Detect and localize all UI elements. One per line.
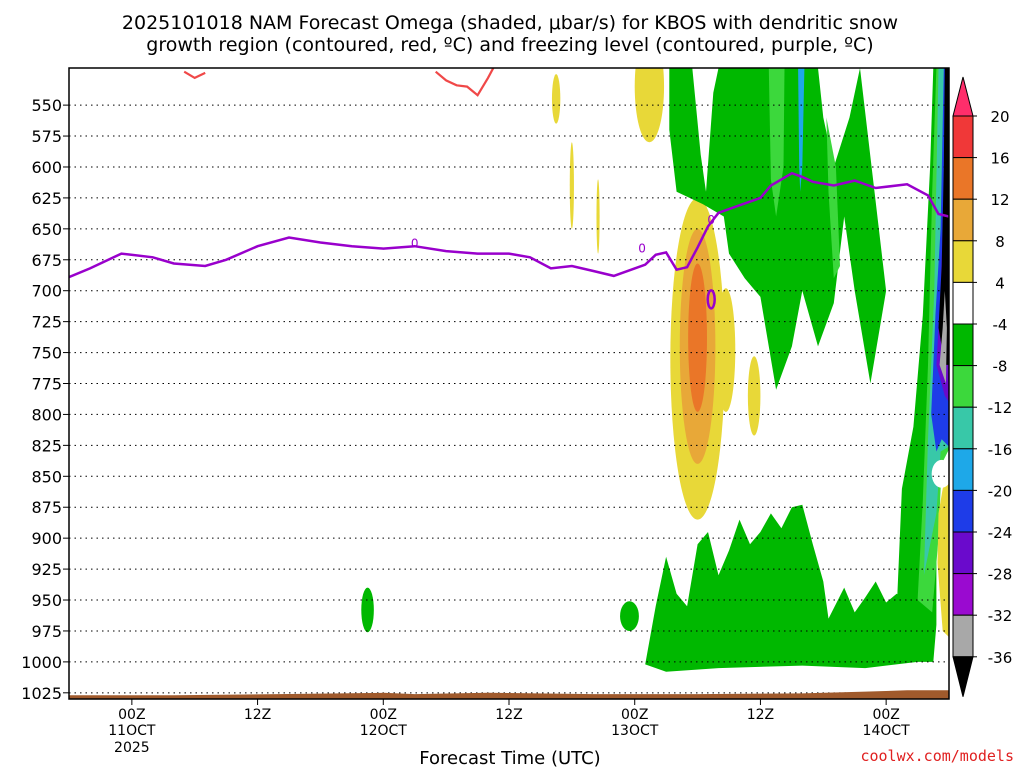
omega-blob-4 <box>634 68 665 143</box>
freezing-level-label: 0 <box>707 213 715 227</box>
dendritic-growth-contour <box>183 70 206 80</box>
ytick-label-900: 900 <box>31 529 62 548</box>
chart-title: 2025101018 NAM Forecast Omega (shaded, μ… <box>122 12 898 56</box>
omega-blob-4 <box>551 74 561 124</box>
colorbar-swatch <box>952 614 974 658</box>
colorbar-swatch <box>952 573 974 616</box>
contour-lines: 0 0 0 <box>69 68 949 310</box>
colorbar-tick-label: 4 <box>995 274 1005 292</box>
ytick-label-1025: 1025 <box>21 684 62 703</box>
colorbar-tick-label: -36 <box>988 649 1013 667</box>
dendritic-growth-contour <box>434 68 495 97</box>
colorbar-swatch <box>952 489 974 533</box>
ground-layer <box>69 690 949 699</box>
colorbar-swatch <box>952 157 974 200</box>
xtick-year-0: 2025 <box>114 740 150 756</box>
x-axis-label: Forecast Time (UTC) <box>419 748 600 768</box>
colorbar-swatch <box>952 198 974 242</box>
ytick-label-925: 925 <box>31 560 62 579</box>
xtick-date-0: 11OCT <box>108 723 156 739</box>
title-line-1: 2025101018 NAM Forecast Omega (shaded, μ… <box>122 12 898 34</box>
colorbar-swatch <box>952 281 974 325</box>
colorbar-tick-label: -32 <box>988 607 1013 625</box>
colorbar-swatch <box>952 448 974 491</box>
xtick-label-6: 00Z <box>872 707 899 723</box>
omega-blob-12 <box>688 263 707 412</box>
credit-link[interactable]: coolwx.com/models <box>860 747 1014 765</box>
ytick-label-800: 800 <box>31 405 62 424</box>
omega-blob-neg4 <box>620 601 639 631</box>
xtick-label-0: 00Z <box>118 707 145 723</box>
xtick-label-5: 12Z <box>747 707 774 723</box>
ytick-label-675: 675 <box>31 251 62 270</box>
ytick-label-625: 625 <box>31 189 62 208</box>
colorbar-tick-label: -12 <box>988 399 1013 417</box>
omega-blob-4 <box>937 470 949 638</box>
freezing-level-contour <box>69 171 949 279</box>
ytick-label-975: 975 <box>31 622 62 641</box>
omega-blob-4 <box>747 356 761 436</box>
colorbar-tick-label: 8 <box>995 233 1005 251</box>
freezing-level-label: 0 <box>411 236 419 250</box>
colorbar-swatch <box>952 531 974 575</box>
ytick-label-575: 575 <box>31 127 62 146</box>
omega-blob-4 <box>569 142 574 229</box>
ytick-label-550: 550 <box>31 96 62 115</box>
omega-blob-neg32 <box>939 290 947 384</box>
xtick-label-3: 12Z <box>495 707 522 723</box>
xtick-label-1: 12Z <box>244 707 271 723</box>
y-axis-pressure: 550 575 600 625 650 675 700 725 750 775 800 825 850 8… <box>21 96 69 703</box>
colorbar-tick-label: -4 <box>993 316 1008 334</box>
ytick-label-825: 825 <box>31 436 62 455</box>
omega-blob-4 <box>596 179 600 254</box>
freezing-level-closed-contour <box>706 289 716 310</box>
colorbar-swatch <box>952 240 974 283</box>
ground-terrain <box>69 690 949 699</box>
plot-area: 0 0 0 <box>68 67 950 700</box>
freezing-level-label: 0 <box>638 241 646 255</box>
colorbar-swatch <box>952 365 974 408</box>
ytick-label-600: 600 <box>31 158 62 177</box>
colorbar-cap-top <box>952 76 974 117</box>
colorbar-tick-label: 12 <box>990 191 1009 209</box>
colorbar-cap-bottom <box>952 656 974 697</box>
colorbar-tick-label: -16 <box>988 441 1013 459</box>
omega-gap <box>931 459 949 488</box>
colorbar-swatch <box>952 323 974 367</box>
colorbar-tick-label: -8 <box>993 358 1008 376</box>
ytick-label-1000: 1000 <box>21 653 62 672</box>
xtick-label-2: 00Z <box>370 707 397 723</box>
omega-shading <box>361 68 949 672</box>
omega-blob-neg8 <box>826 117 840 279</box>
ytick-label-875: 875 <box>31 498 62 517</box>
omega-blob-neg4 <box>645 504 918 672</box>
colorbar-tick-label: -28 <box>988 566 1013 584</box>
xtick-date-4: 13OCT <box>611 723 659 739</box>
colorbar-tick-label: 16 <box>990 150 1009 168</box>
colorbar-legend: 20 16 12 8 4 -4 -8 -12 -16 -20 -24 -28 -32 -36 <box>952 76 1013 697</box>
colorbar-tick-label: -24 <box>988 524 1013 542</box>
ytick-label-700: 700 <box>31 282 62 301</box>
omega-blob-neg4 <box>669 68 887 390</box>
colorbar-tick-label: -20 <box>988 482 1013 500</box>
colorbar-tick-label: 20 <box>990 108 1009 126</box>
xtick-date-2: 12OCT <box>360 723 408 739</box>
gridlines <box>69 104 949 694</box>
xtick-label-4: 00Z <box>621 707 648 723</box>
title-line-2: growth region (contoured, red, ºC) and f… <box>146 34 873 56</box>
ytick-label-950: 950 <box>31 591 62 610</box>
omega-blob-neg16 <box>798 68 805 192</box>
colorbar-swatch <box>952 406 974 450</box>
ytick-label-725: 725 <box>31 313 62 332</box>
colorbar-swatch <box>952 115 974 159</box>
ytick-label-750: 750 <box>31 344 62 363</box>
ytick-label-775: 775 <box>31 375 62 394</box>
omega-blob-4 <box>716 288 736 412</box>
ytick-label-650: 650 <box>31 220 62 239</box>
ytick-label-850: 850 <box>31 467 62 486</box>
omega-blob-neg4 <box>361 587 374 633</box>
xtick-date-6: 14OCT <box>863 723 911 739</box>
